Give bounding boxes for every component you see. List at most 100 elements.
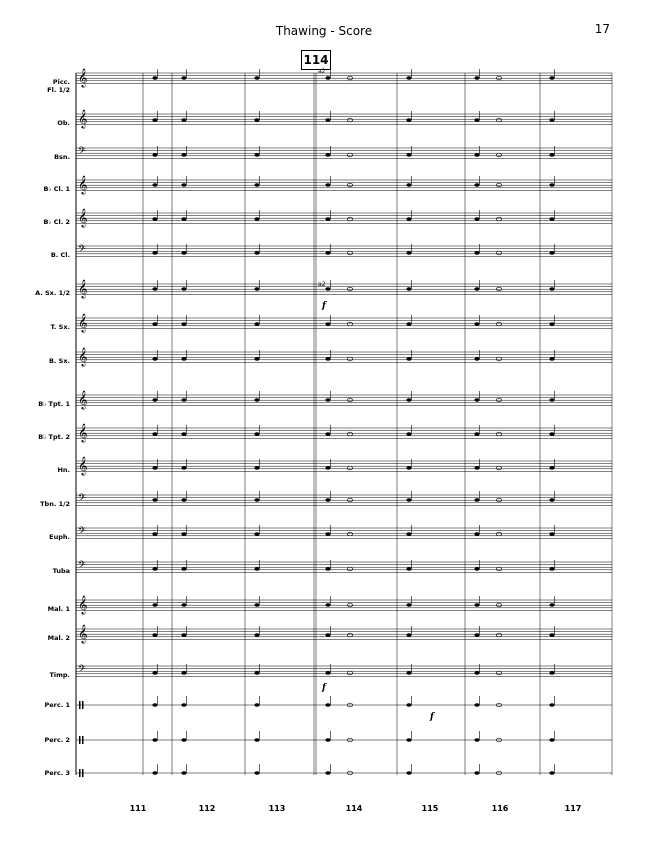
rehearsal-mark: 114 xyxy=(301,50,331,70)
note xyxy=(254,357,260,361)
note xyxy=(406,703,412,707)
note xyxy=(474,633,480,637)
note xyxy=(496,356,502,362)
note xyxy=(254,671,260,675)
note xyxy=(181,567,187,571)
note xyxy=(181,771,187,775)
instrument-label: Perc. 3 xyxy=(44,769,71,777)
note xyxy=(152,322,158,326)
note xyxy=(496,250,502,256)
note xyxy=(325,217,331,221)
note xyxy=(254,603,260,607)
instrument-label: Perc. 2 xyxy=(44,736,71,744)
note xyxy=(347,602,353,608)
note xyxy=(406,532,412,536)
percussion-clef-icon xyxy=(82,769,84,777)
note xyxy=(254,118,260,122)
page-number: 17 xyxy=(594,22,610,36)
note xyxy=(254,183,260,187)
dynamic-marking: f xyxy=(321,683,328,693)
note xyxy=(549,287,555,291)
note xyxy=(549,183,555,187)
note xyxy=(406,153,412,157)
note xyxy=(152,498,158,502)
note xyxy=(496,632,502,638)
note xyxy=(325,118,331,122)
note xyxy=(347,356,353,362)
note xyxy=(181,322,187,326)
instrument-label: B. Sx. xyxy=(48,357,70,365)
note xyxy=(474,118,480,122)
bass-clef-icon: 𝄢 xyxy=(78,492,86,506)
treble-clef-icon: 𝄞 xyxy=(78,175,87,195)
score-title: Thawing - Score xyxy=(275,24,373,38)
note xyxy=(325,183,331,187)
note xyxy=(181,357,187,361)
note xyxy=(152,603,158,607)
measure-number: 115 xyxy=(421,804,439,813)
note xyxy=(474,498,480,502)
note xyxy=(181,398,187,402)
instrument-label: B♭ Cl. 2 xyxy=(43,218,70,226)
note xyxy=(181,498,187,502)
note xyxy=(347,75,353,81)
note xyxy=(474,603,480,607)
note xyxy=(152,671,158,675)
note xyxy=(496,117,502,123)
note xyxy=(347,321,353,327)
note xyxy=(152,153,158,157)
treble-clef-icon: 𝄞 xyxy=(78,390,87,410)
note xyxy=(406,398,412,402)
percussion-clef-icon xyxy=(82,736,84,744)
note xyxy=(325,357,331,361)
note xyxy=(406,287,412,291)
note xyxy=(347,216,353,222)
note xyxy=(325,466,331,470)
note xyxy=(474,398,480,402)
instrument-label: Mal. 1 xyxy=(47,605,70,613)
note xyxy=(496,566,502,572)
note xyxy=(496,75,502,81)
instrument-label: B♭ Cl. 1 xyxy=(43,185,70,193)
note xyxy=(181,153,187,157)
instrument-label: Picc. Fl. 1/2 xyxy=(47,78,70,94)
note xyxy=(406,217,412,221)
note xyxy=(406,633,412,637)
measure-number: 114 xyxy=(345,804,363,813)
note xyxy=(474,322,480,326)
note xyxy=(254,432,260,436)
note xyxy=(474,466,480,470)
note xyxy=(347,770,353,776)
note xyxy=(181,603,187,607)
note xyxy=(549,633,555,637)
note xyxy=(347,737,353,743)
divisi-marking: a2 xyxy=(318,68,326,75)
note xyxy=(347,286,353,292)
note xyxy=(549,398,555,402)
note xyxy=(549,153,555,157)
note xyxy=(325,738,331,742)
note xyxy=(152,76,158,80)
measure-number: 112 xyxy=(198,804,216,813)
note xyxy=(254,738,260,742)
instrument-label: Hn. xyxy=(57,466,70,474)
note xyxy=(549,118,555,122)
note xyxy=(152,703,158,707)
note xyxy=(474,357,480,361)
note xyxy=(474,217,480,221)
note xyxy=(347,670,353,676)
note xyxy=(152,466,158,470)
note xyxy=(254,771,260,775)
instrument-label: B♭ Tpt. 2 xyxy=(38,433,70,441)
instrument-label: B♭ Tpt. 1 xyxy=(38,400,70,408)
treble-clef-icon: 𝄞 xyxy=(78,313,87,333)
note xyxy=(406,738,412,742)
note xyxy=(549,738,555,742)
note xyxy=(181,217,187,221)
note xyxy=(325,567,331,571)
note xyxy=(496,431,502,437)
bass-clef-icon: 𝄢 xyxy=(78,525,86,539)
dynamic-marking: f xyxy=(321,301,328,311)
note xyxy=(549,322,555,326)
note xyxy=(181,738,187,742)
